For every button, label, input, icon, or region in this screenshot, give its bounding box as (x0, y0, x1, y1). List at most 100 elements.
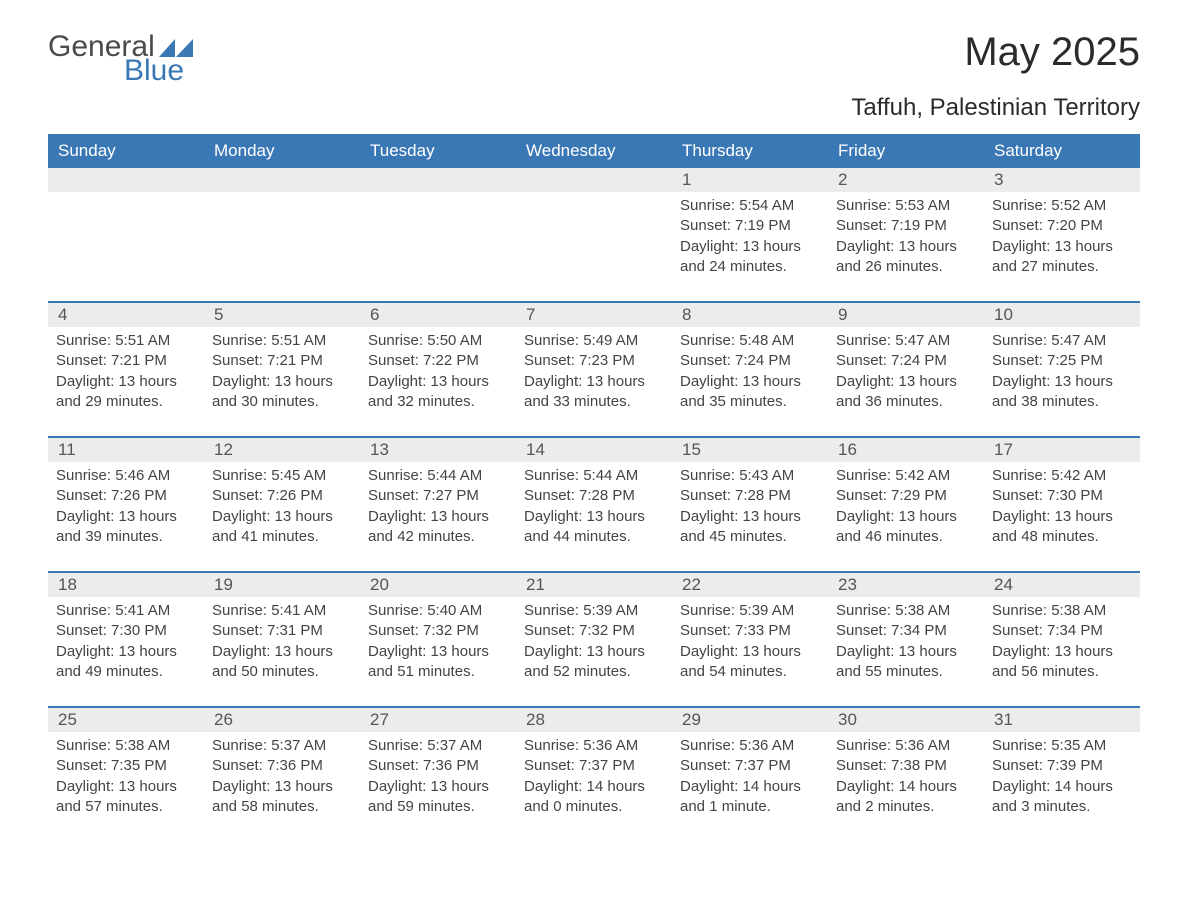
daylight-text: Daylight: 13 hours and 52 minutes. (524, 642, 664, 683)
day-number: 13 (370, 440, 389, 459)
daylight-text: Daylight: 13 hours and 35 minutes. (680, 372, 820, 413)
sunrise-text: Sunrise: 5:35 AM (992, 736, 1132, 756)
sunrise-text: Sunrise: 5:36 AM (836, 736, 976, 756)
calendar-day: 21Sunrise: 5:39 AMSunset: 7:32 PMDayligh… (516, 573, 672, 692)
daylight-text: Daylight: 13 hours and 54 minutes. (680, 642, 820, 683)
day-number: 9 (838, 305, 847, 324)
daylight-text: Daylight: 13 hours and 27 minutes. (992, 237, 1132, 278)
sunrise-text: Sunrise: 5:37 AM (368, 736, 508, 756)
sunrise-text: Sunrise: 5:51 AM (212, 331, 352, 351)
calendar-empty-cell: . (360, 168, 516, 287)
sunrise-text: Sunrise: 5:36 AM (680, 736, 820, 756)
daylight-text: Daylight: 13 hours and 24 minutes. (680, 237, 820, 278)
calendar-week: 25 Sunrise: 5:38 AMSunset: 7:35 PM Dayligh… (48, 706, 1140, 827)
calendar-day: 10Sunrise: 5:47 AMSunset: 7:25 PMDayligh… (984, 303, 1140, 422)
daylight-text: Daylight: 13 hours and 50 minutes. (212, 642, 352, 683)
sunset-text: Sunset: 7:35 PM (56, 756, 196, 776)
day-names-row: SundayMondayTuesdayWednesdayThursdayFrid… (48, 134, 1140, 168)
calendar-day: 9Sunrise: 5:47 AMSunset: 7:24 PMDaylight… (828, 303, 984, 422)
sunset-text: Sunset: 7:24 PM (680, 351, 820, 371)
daylight-text: Daylight: 13 hours and 30 minutes. (212, 372, 352, 413)
calendar-week: 18Sunrise: 5:41 AMSunset: 7:30 PMDayligh… (48, 571, 1140, 692)
logo: General Blue (48, 30, 193, 88)
sunset-text: Sunset: 7:20 PM (992, 216, 1132, 236)
day-number: 16 (838, 440, 857, 459)
calendar-day: 2Sunrise: 5:53 AMSunset: 7:19 PMDaylight… (828, 168, 984, 287)
calendar-day: 1Sunrise: 5:54 AMSunset: 7:19 PMDaylight… (672, 168, 828, 287)
sunrise-text: Sunrise: 5:47 AM (992, 331, 1132, 351)
calendar-day: 22Sunrise: 5:39 AMSunset: 7:33 PMDayligh… (672, 573, 828, 692)
sunrise-text: Sunrise: 5:53 AM (836, 196, 976, 216)
sunrise-text: Sunrise: 5:52 AM (992, 196, 1132, 216)
calendar-day: 17Sunrise: 5:42 AMSunset: 7:30 PMDayligh… (984, 438, 1140, 557)
day-number: 21 (526, 575, 545, 594)
day-number: 14 (526, 440, 545, 459)
sunset-text: Sunset: 7:19 PM (680, 216, 820, 236)
sunset-text: Sunset: 7:39 PM (992, 756, 1132, 776)
daylight-text: Daylight: 13 hours and 26 minutes. (836, 237, 976, 278)
day-number: 15 (682, 440, 701, 459)
day-number: 3 (994, 170, 1003, 189)
sunset-text: Sunset: 7:33 PM (680, 621, 820, 641)
calendar-day: 28Sunrise: 5:36 AMSunset: 7:37 PMDayligh… (516, 708, 672, 827)
daylight-text: Daylight: 14 hours and 1 minute. (680, 777, 820, 818)
sunset-text: Sunset: 7:34 PM (836, 621, 976, 641)
daylight-text: Daylight: 13 hours and 46 minutes. (836, 507, 976, 548)
day-number: 25 (58, 710, 77, 729)
daylight-text: Daylight: 13 hours and 59 minutes. (368, 777, 508, 818)
day-name: Sunday (48, 134, 204, 168)
daylight-text: Daylight: 13 hours and 29 minutes. (56, 372, 196, 413)
day-number: 30 (838, 710, 857, 729)
calendar-week: 11Sunrise: 5:46 AMSunset: 7:26 PMDayligh… (48, 436, 1140, 557)
day-number: 22 (682, 575, 701, 594)
daylight-text: Daylight: 13 hours and 49 minutes. (56, 642, 196, 683)
sunset-text: Sunset: 7:21 PM (56, 351, 196, 371)
calendar-day: 4Sunrise: 5:51 AMSunset: 7:21 PMDaylight… (48, 303, 204, 422)
sunset-text: Sunset: 7:19 PM (836, 216, 976, 236)
day-number: 24 (994, 575, 1013, 594)
sunset-text: Sunset: 7:38 PM (836, 756, 976, 776)
daylight-text: Daylight: 13 hours and 56 minutes. (992, 642, 1132, 683)
calendar-day: 6Sunrise: 5:50 AMSunset: 7:22 PMDaylight… (360, 303, 516, 422)
page-title: May 2025 (964, 30, 1140, 75)
sunrise-text: Sunrise: 5:36 AM (524, 736, 664, 756)
sunset-text: Sunset: 7:22 PM (368, 351, 508, 371)
sunrise-text: Sunrise: 5:40 AM (368, 601, 508, 621)
sunset-text: Sunset: 7:29 PM (836, 486, 976, 506)
sunset-text: Sunset: 7:26 PM (56, 486, 196, 506)
daylight-text: Daylight: 13 hours and 42 minutes. (368, 507, 508, 548)
sunrise-text: Sunrise: 5:48 AM (680, 331, 820, 351)
day-number: 5 (214, 305, 223, 324)
calendar-day: 30Sunrise: 5:36 AMSunset: 7:38 PMDayligh… (828, 708, 984, 827)
sunrise-text: Sunrise: 5:38 AM (56, 736, 196, 756)
sunset-text: Sunset: 7:30 PM (992, 486, 1132, 506)
daylight-text: Daylight: 14 hours and 0 minutes. (524, 777, 664, 818)
calendar-empty-cell: . (204, 168, 360, 287)
day-name: Friday (828, 134, 984, 168)
day-number: 8 (682, 305, 691, 324)
daylight-text: Daylight: 14 hours and 3 minutes. (992, 777, 1132, 818)
day-number: 17 (994, 440, 1013, 459)
sunset-text: Sunset: 7:24 PM (836, 351, 976, 371)
sunrise-text: Sunrise: 5:42 AM (992, 466, 1132, 486)
sunset-text: Sunset: 7:34 PM (992, 621, 1132, 641)
sunset-text: Sunset: 7:36 PM (368, 756, 508, 776)
sunset-text: Sunset: 7:31 PM (212, 621, 352, 641)
sunset-text: Sunset: 7:37 PM (680, 756, 820, 776)
sunset-text: Sunset: 7:32 PM (368, 621, 508, 641)
day-name: Monday (204, 134, 360, 168)
calendar-day: 26Sunrise: 5:37 AMSunset: 7:36 PMDayligh… (204, 708, 360, 827)
logo-text-blue: Blue (124, 54, 193, 88)
sunset-text: Sunset: 7:25 PM (992, 351, 1132, 371)
calendar-day: 14Sunrise: 5:44 AMSunset: 7:28 PMDayligh… (516, 438, 672, 557)
sunrise-text: Sunrise: 5:46 AM (56, 466, 196, 486)
day-name: Tuesday (360, 134, 516, 168)
sunset-text: Sunset: 7:32 PM (524, 621, 664, 641)
day-number: 6 (370, 305, 379, 324)
daylight-text: Daylight: 13 hours and 39 minutes. (56, 507, 196, 548)
sunrise-text: Sunrise: 5:38 AM (836, 601, 976, 621)
calendar-day: 12Sunrise: 5:45 AMSunset: 7:26 PMDayligh… (204, 438, 360, 557)
sunrise-text: Sunrise: 5:42 AM (836, 466, 976, 486)
calendar: SundayMondayTuesdayWednesdayThursdayFrid… (48, 134, 1140, 827)
location-text: Taffuh, Palestinian Territory (48, 94, 1140, 122)
